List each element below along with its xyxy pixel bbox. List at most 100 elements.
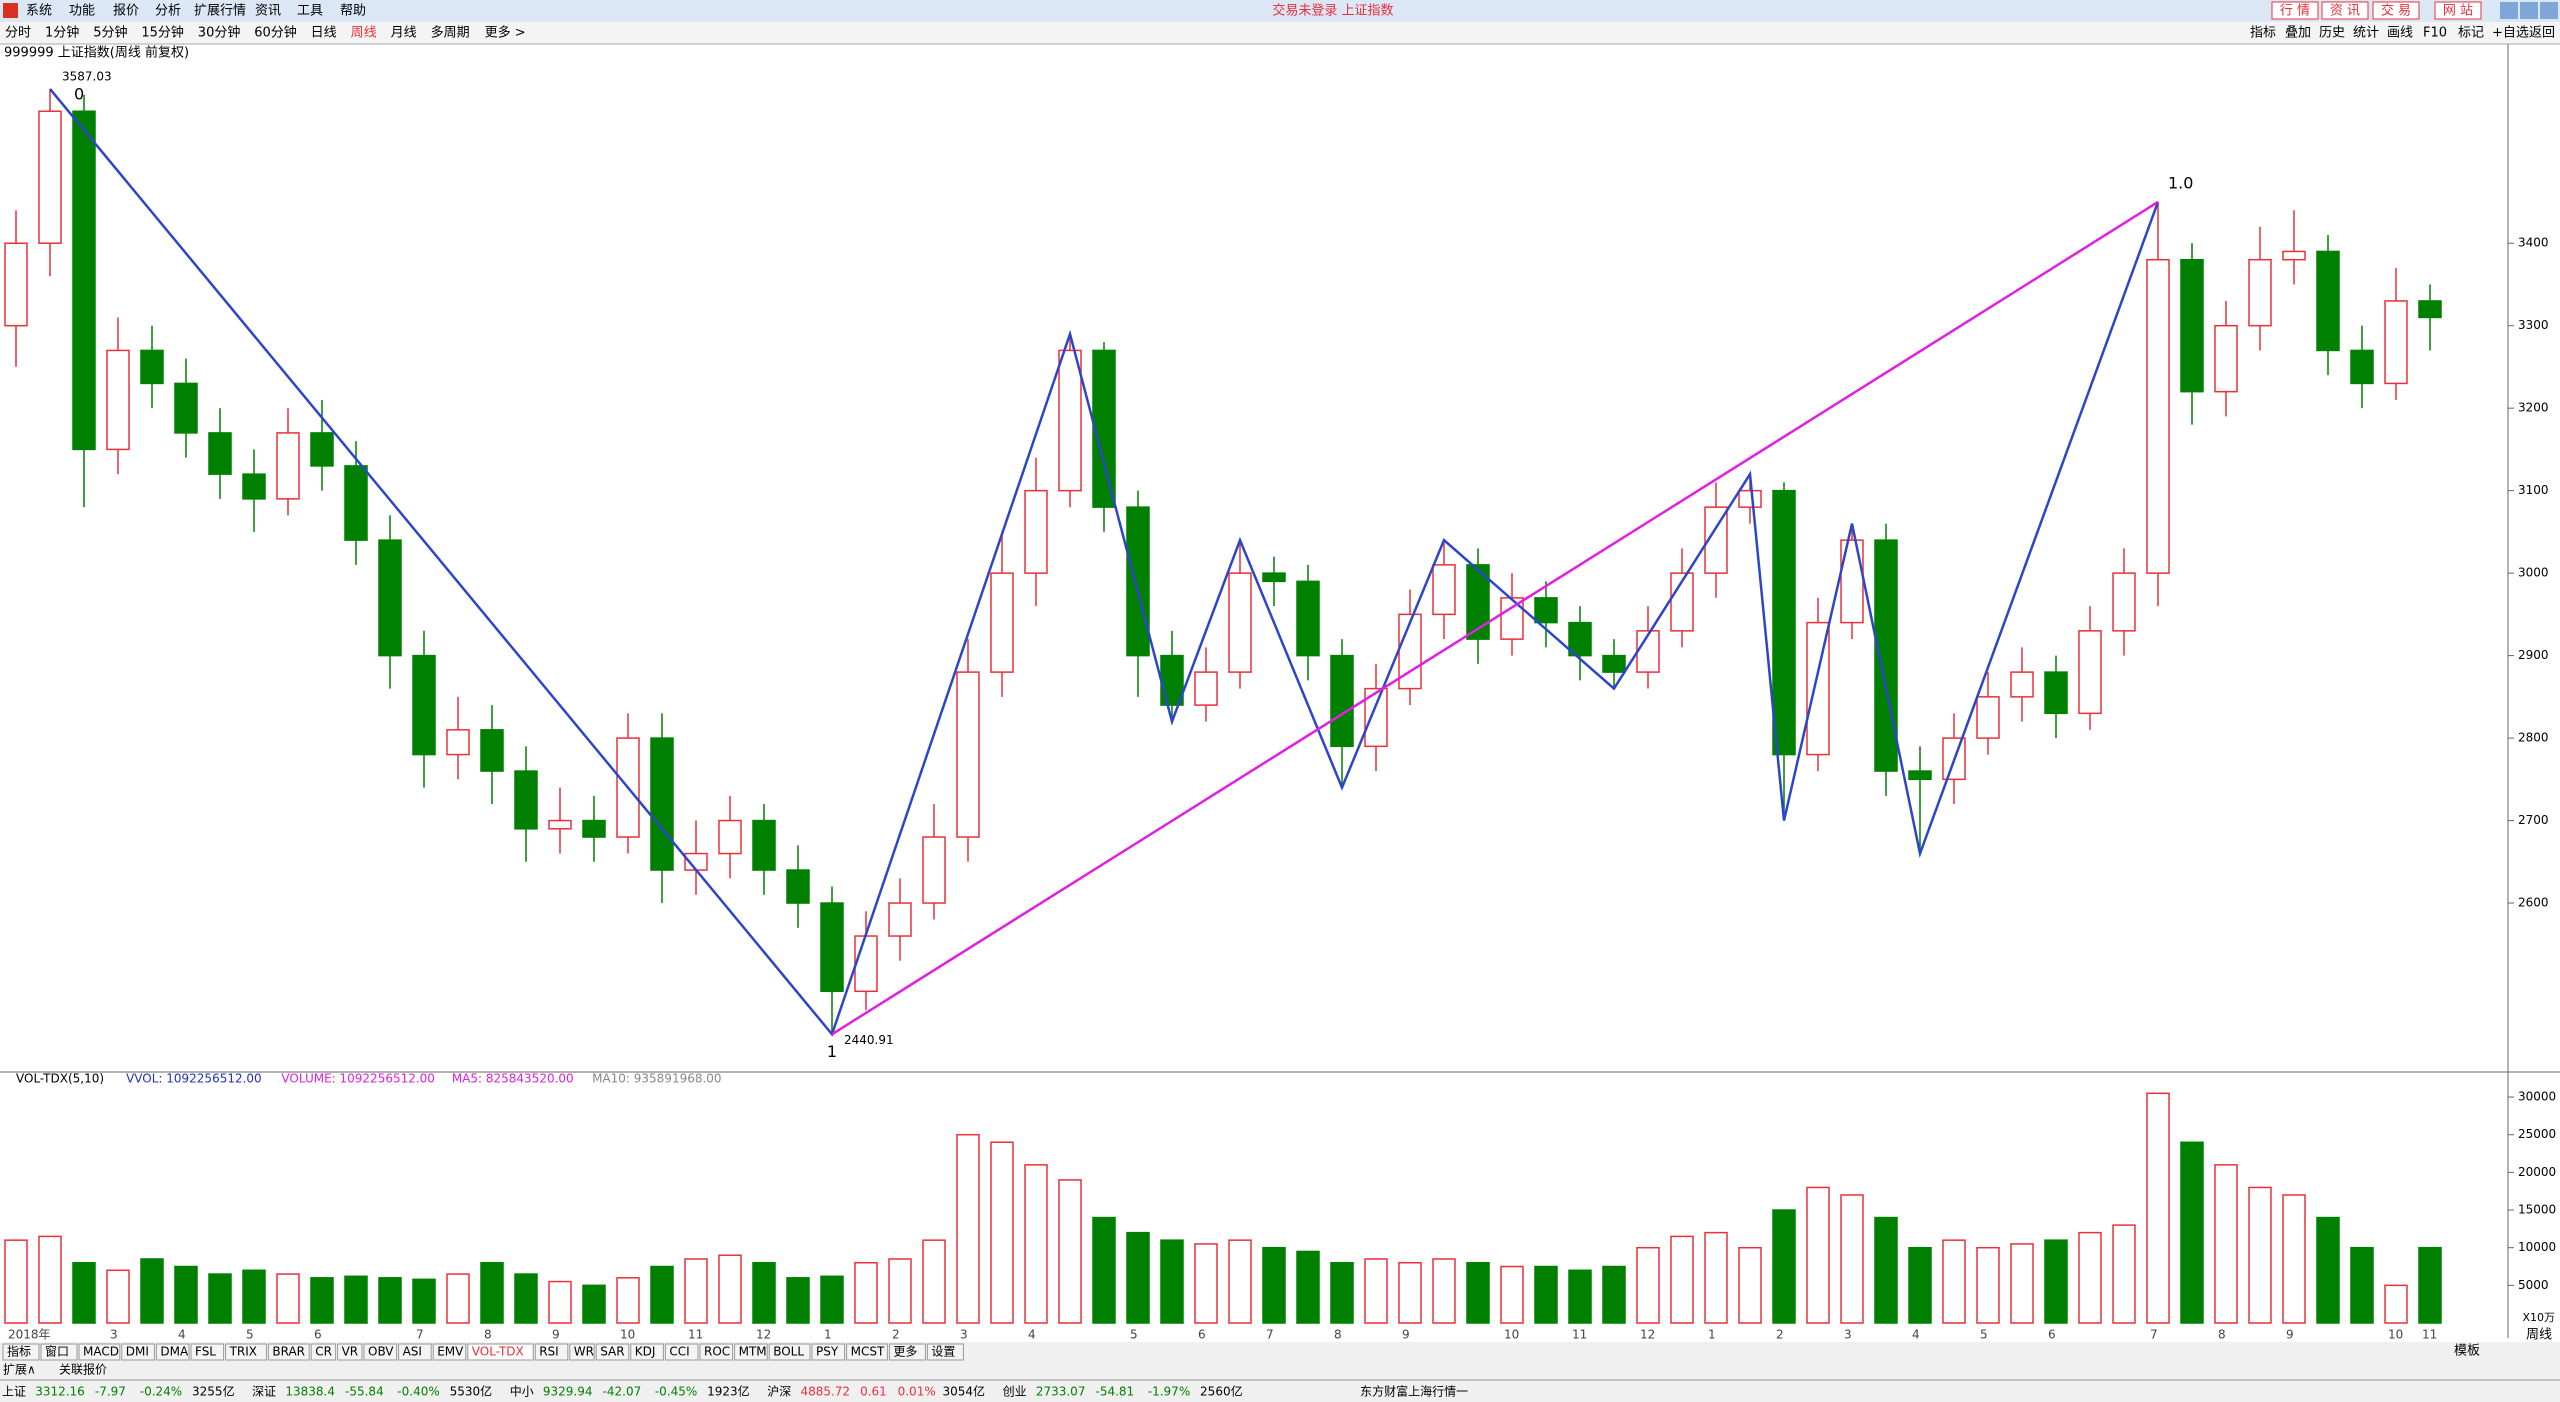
period-tab[interactable]: 分时 [5,26,31,41]
indicator-tab[interactable]: DMA [160,1345,189,1359]
tool-button[interactable]: 历史 [2319,26,2345,41]
indicator-tab-box[interactable] [734,1343,768,1361]
period-tab[interactable]: 更多 > [485,25,526,41]
indicator-tab-box[interactable] [398,1343,432,1361]
max-button[interactable] [2520,2,2538,19]
indicator-tab[interactable]: ASI [403,1345,422,1359]
indicator-tab-box[interactable] [630,1343,664,1361]
tool-button[interactable]: 返回 [2529,26,2555,41]
indicator-tab[interactable]: BOLL [773,1345,804,1359]
menu-item[interactable]: 工具 [297,4,323,19]
bottom-tab[interactable]: 扩展∧ [3,1363,36,1377]
indicator-tab-box[interactable] [267,1343,310,1361]
indicator-tab[interactable]: 窗口 [45,1345,69,1359]
indicator-tab-box[interactable] [846,1343,888,1361]
menu-item[interactable]: 帮助 [340,4,366,19]
indicator-tab-box[interactable] [78,1343,121,1361]
indicator-tab[interactable]: VR [342,1345,359,1359]
tool-button[interactable]: F10 [2423,26,2447,41]
min-button[interactable] [2500,2,2518,19]
menu-item[interactable]: 分析 [155,4,181,19]
indicator-tab-box[interactable] [664,1343,699,1361]
top-button-label[interactable]: 行 情 [2280,4,2310,19]
indicator-tab-box[interactable] [310,1343,337,1361]
indicator-tab[interactable]: ROC [704,1345,730,1359]
top-button[interactable] [2372,1,2420,20]
indicator-tab-box[interactable] [467,1343,534,1361]
indicator-tab-box[interactable] [432,1343,467,1361]
period-tab[interactable]: 日线 [311,26,337,41]
indicator-tab-box[interactable] [40,1343,78,1361]
tool-button[interactable]: 指标 [2250,26,2276,41]
indicator-tab[interactable]: OBV [368,1345,394,1359]
indicator-tab-box[interactable] [768,1343,811,1361]
indicator-tab-box[interactable] [888,1343,926,1361]
top-button-label[interactable]: 资 讯 [2330,4,2360,19]
tool-button[interactable]: 画线 [2387,26,2413,41]
indicator-tab[interactable]: BRAR [272,1345,305,1359]
indicator-tab[interactable]: MACD [83,1345,119,1359]
top-button[interactable] [2321,1,2369,20]
period-tab[interactable]: 多周期 [431,25,470,41]
indicator-tab[interactable]: FSL [195,1345,216,1359]
indicator-tab[interactable]: DMI [126,1345,149,1359]
indicator-tab[interactable]: MTM [739,1345,767,1359]
indicator-tab-box[interactable] [363,1343,398,1361]
tool-button[interactable]: 叠加 [2285,26,2311,41]
period-tab[interactable]: 5分钟 [93,25,127,41]
top-button-label[interactable]: 交 易 [2381,3,2411,19]
menu-item[interactable]: 报价 [113,4,139,19]
indicator-tab[interactable]: SAR [600,1345,624,1359]
candle-body [820,902,844,993]
close-button[interactable] [2540,2,2558,19]
indicator-tab[interactable]: MCST [851,1345,885,1359]
top-button[interactable] [2434,1,2482,20]
bottom-tab[interactable]: 关联报价 [59,1362,107,1377]
indicator-tab-box[interactable] [337,1343,363,1361]
indicator-tab[interactable]: CCI [669,1345,689,1359]
indicator-tab[interactable]: 更多 [893,1345,917,1359]
indicator-tab[interactable]: 指标 [7,1344,31,1359]
top-button[interactable] [2271,1,2319,20]
indicator-tab-box[interactable] [190,1343,225,1361]
period-tab[interactable]: 月线 [391,26,417,41]
indicator-tab-box[interactable] [2,1343,40,1361]
indicator-tab[interactable]: TRIX [229,1345,257,1359]
menu-item[interactable]: 资讯 [255,4,281,19]
period-tab[interactable]: 周线 [351,26,377,41]
indicator-tab[interactable]: KDJ [635,1345,656,1359]
indicator-tab[interactable]: WR [574,1345,594,1359]
tool-button[interactable]: 统计 [2353,26,2379,41]
template-tab[interactable]: 模板 [2454,1344,2480,1359]
indicator-tab[interactable]: VOL-TDX [472,1345,524,1359]
tool-button[interactable]: 标记 [2458,26,2484,41]
menu-item[interactable]: 扩展行情 [194,4,246,19]
volume-bar [1976,1246,2000,1324]
indicator-tab-box[interactable] [569,1343,595,1361]
indicator-tab-box[interactable] [699,1343,734,1361]
indicator-tab-box[interactable] [926,1343,964,1361]
indicator-tab-box[interactable] [121,1343,155,1361]
indicator-tab-box[interactable] [225,1343,267,1361]
menu-item[interactable]: 功能 [69,4,95,19]
volume-bar [616,1277,640,1324]
period-tab[interactable]: 60分钟 [254,25,297,41]
indicator-tab-box[interactable] [811,1343,846,1361]
top-button-label[interactable]: 网 站 [2443,4,2473,19]
candle-body [582,819,606,838]
period-tab[interactable]: 1分钟 [45,25,79,41]
indicator-tab[interactable]: EMV [437,1345,464,1359]
period-tab[interactable]: 15分钟 [141,25,184,41]
indicator-tab[interactable]: 设置 [931,1345,955,1359]
indicator-tab-box[interactable] [534,1343,569,1361]
candle-body [1738,489,1762,508]
indicator-tab[interactable]: PSY [816,1345,839,1359]
indicator-tab-box[interactable] [595,1343,630,1361]
indicator-tab-box[interactable] [155,1343,190,1361]
indicator-tab[interactable]: RSI [539,1345,559,1359]
tool-button[interactable]: +自选 [2492,26,2529,41]
indicator-tab[interactable]: CR [315,1345,332,1359]
period-tab[interactable]: 30分钟 [198,25,241,41]
menu-item[interactable]: 系统 [26,4,52,19]
volume-bar [2316,1216,2340,1324]
